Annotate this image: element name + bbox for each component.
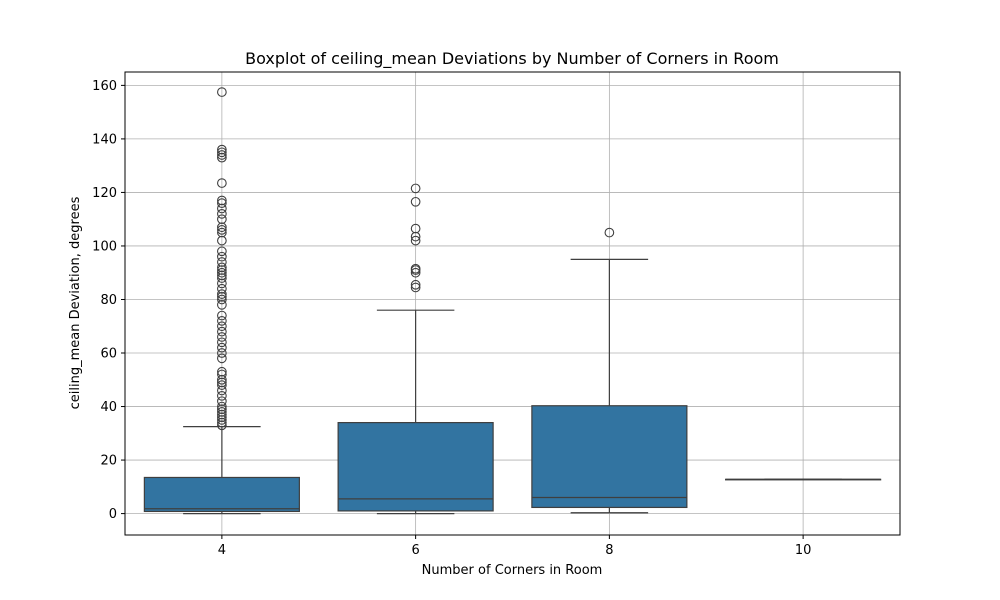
x-tick-label: 6 [411, 543, 419, 558]
outlier-point [217, 152, 227, 163]
outlier-point [217, 417, 227, 428]
box-layer [143, 87, 882, 515]
outlier-point [217, 273, 227, 283]
outlier-point [217, 415, 227, 425]
outlier-point [217, 369, 227, 380]
y-tick-label: 160 [92, 79, 117, 94]
outlier-point [217, 214, 227, 225]
outlier-point [217, 222, 227, 233]
outlier-point [217, 283, 227, 294]
outlier-point [217, 310, 227, 321]
axis-layer: 0 20 40 60 80 100 120 140 160 4 6 8 10 [92, 79, 811, 558]
y-axis-label: ceiling_mean Deviation, degrees [68, 196, 83, 409]
outlier-point [217, 353, 227, 364]
y-tick-label: 80 [100, 293, 117, 308]
x-tick-label: 8 [605, 543, 613, 558]
outlier-point [217, 87, 227, 97]
outlier-point [217, 326, 227, 337]
outlier-point [410, 183, 421, 194]
outlier-point [217, 401, 227, 412]
box-group-10 [725, 478, 882, 481]
outlier-point [217, 227, 227, 238]
outlier-point [217, 278, 227, 289]
outlier-point [217, 337, 227, 348]
outlier-point [217, 390, 227, 401]
outlier-point [217, 178, 227, 188]
outlier-point [217, 299, 227, 310]
outlier-point [217, 377, 227, 388]
y-tick-label: 20 [100, 454, 117, 469]
outlier-point [410, 235, 421, 246]
outlier-point [217, 396, 227, 407]
iqr-box [531, 405, 688, 509]
outlier-point [217, 366, 227, 377]
box-group-6 [337, 183, 494, 515]
x-axis-label: Number of Corners in Room [422, 563, 603, 578]
outlier-point [217, 251, 227, 262]
outlier-point [217, 404, 227, 415]
outlier-point [217, 374, 227, 385]
outlier-point [410, 231, 421, 242]
outlier-point [410, 267, 421, 278]
outlier-point [217, 380, 227, 390]
y-tick-label: 140 [92, 132, 117, 147]
y-tick-label: 0 [109, 507, 117, 522]
x-tick-label: 10 [795, 543, 812, 558]
outlier-point [217, 409, 227, 420]
outlier-point [217, 316, 227, 326]
outlier-point [217, 208, 227, 219]
y-tick-label: 100 [92, 239, 117, 254]
outlier-point [217, 147, 227, 158]
outlier-point [217, 246, 227, 257]
y-tick-label: 40 [100, 400, 117, 415]
outlier-point [410, 223, 421, 234]
plot-frame [124, 71, 901, 536]
outlier-point [217, 342, 227, 353]
outlier-point [217, 420, 227, 431]
outlier-point [410, 263, 421, 274]
outlier-point [217, 265, 227, 275]
outlier-point [217, 203, 227, 214]
box-group-8 [531, 227, 688, 514]
iqr-box [143, 476, 300, 513]
outlier-point [217, 195, 227, 206]
outlier-point [410, 279, 421, 290]
outlier-point [217, 144, 227, 155]
outlier-point [217, 225, 227, 235]
outlier-point [410, 196, 421, 207]
outlier-point [217, 291, 227, 302]
outlier-point [217, 412, 227, 423]
outlier-point [604, 227, 615, 238]
iqr-box [337, 421, 494, 512]
outlier-point [217, 235, 227, 246]
outlier-point [217, 294, 227, 305]
outlier-point [217, 150, 227, 160]
grid-layer [125, 72, 900, 535]
chart-title: Boxplot of ceiling_mean Deviations by Nu… [245, 49, 779, 69]
outlier-point [217, 385, 227, 396]
y-tick-label: 120 [92, 186, 117, 201]
outlier-point [217, 270, 227, 281]
outlier-point [217, 321, 227, 332]
box-group-4 [143, 87, 300, 515]
outlier-point [217, 407, 227, 417]
outlier-point [217, 289, 227, 299]
outlier-point [217, 332, 227, 342]
outlier-point [217, 267, 227, 278]
y-tick-label: 60 [100, 347, 117, 362]
outlier-point [217, 262, 227, 273]
x-tick-label: 4 [218, 543, 226, 558]
outlier-point [217, 257, 227, 267]
outlier-point [217, 198, 227, 208]
outlier-point [217, 348, 227, 358]
outlier-point [410, 282, 421, 293]
